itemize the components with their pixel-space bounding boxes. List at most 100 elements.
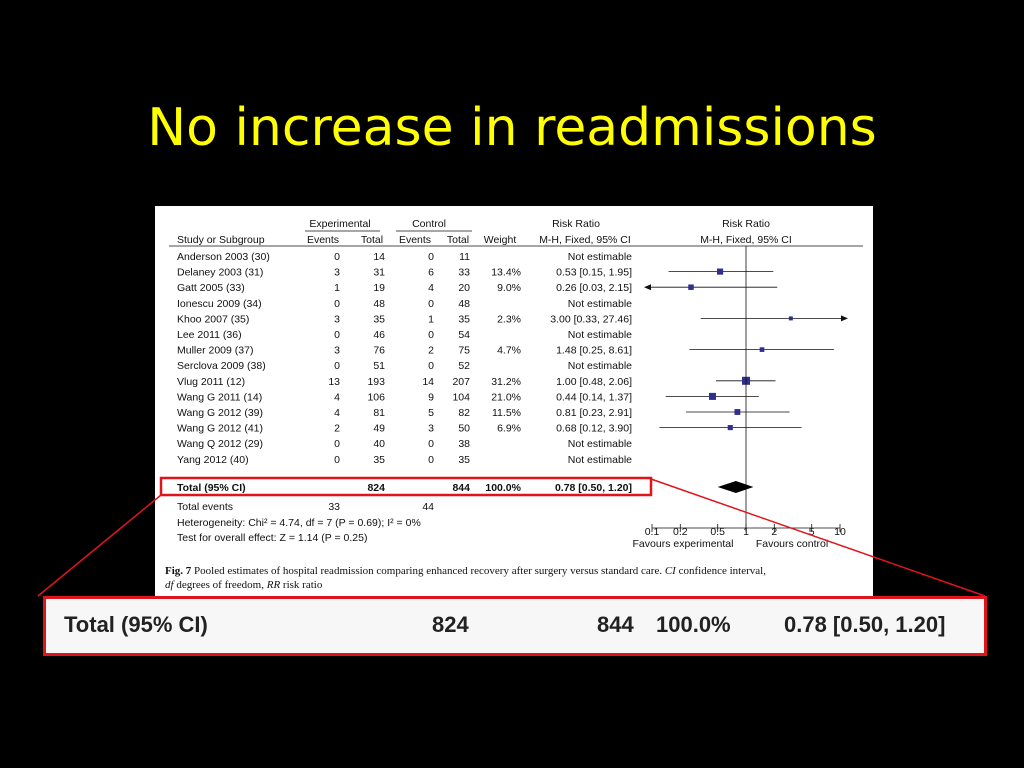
exp-events: 1 xyxy=(334,282,340,294)
ctl-total: 75 xyxy=(458,345,470,357)
ci-arrow-left xyxy=(644,284,651,291)
exp-total: 40 xyxy=(373,438,385,450)
summary-exp-total: 824 xyxy=(367,482,385,494)
heterogeneity-text: Heterogeneity: Chi² = 4.74, df = 7 (P = … xyxy=(177,517,421,529)
study-name: Yang 2012 (40) xyxy=(177,454,249,466)
ctl-events: 3 xyxy=(428,423,434,435)
study-marker xyxy=(708,392,716,400)
study-rr: Not estimable xyxy=(568,360,632,372)
ctl-total: 54 xyxy=(458,329,470,341)
x-tick-label: 0.1 xyxy=(645,526,660,538)
ctl-total: 50 xyxy=(458,423,470,435)
exp-total: 19 xyxy=(373,282,385,294)
zoom-summary-label: Total (95% CI) xyxy=(64,612,208,637)
summary-ctl-total: 844 xyxy=(452,482,470,494)
exp-events: 0 xyxy=(334,454,340,466)
ctl-total: 20 xyxy=(458,282,470,294)
study-rr: 0.68 [0.12, 3.90] xyxy=(556,423,632,435)
ctl-total: 11 xyxy=(459,251,470,263)
zoom-summary-weight: 100.0% xyxy=(656,612,731,637)
zoomed-summary-row: Total (95% CI) 824 844 100.0% 0.78 [0.50… xyxy=(43,596,987,656)
exp-total: 76 xyxy=(373,345,385,357)
slide-title: No increase in readmissions xyxy=(147,98,877,158)
ctl-events: 0 xyxy=(428,454,434,466)
study-rr: 3.00 [0.33, 27.46] xyxy=(550,313,632,325)
ctl-total: 35 xyxy=(458,454,470,466)
header-control: Control xyxy=(412,218,446,230)
ctl-events: 0 xyxy=(428,360,434,372)
exp-total: 46 xyxy=(373,329,385,341)
study-weight: 6.9% xyxy=(497,423,521,435)
header-method: M-H, Fixed, 95% CI xyxy=(539,234,631,246)
x-tick-label: 10 xyxy=(834,526,846,538)
ctl-total: 104 xyxy=(452,391,470,403)
zoom-summary-rr: 0.78 [0.50, 1.20] xyxy=(784,612,946,637)
ctl-events: 6 xyxy=(428,267,434,279)
study-weight: 31.2% xyxy=(491,376,521,388)
exp-events: 3 xyxy=(334,267,340,279)
overall-effect-text: Test for overall effect: Z = 1.14 (P = 0… xyxy=(177,532,367,544)
study-name: Delaney 2003 (31) xyxy=(177,267,263,279)
caption-rr-text: risk ratio xyxy=(283,579,323,591)
exp-events: 0 xyxy=(334,329,340,341)
ctl-events: 5 xyxy=(428,407,434,419)
exp-events: 4 xyxy=(334,391,340,403)
study-rr: Not estimable xyxy=(568,251,632,263)
study-rr: Not estimable xyxy=(568,298,632,310)
ctl-total: 33 xyxy=(458,267,470,279)
study-weight: 13.4% xyxy=(491,267,521,279)
study-rr: 1.00 [0.48, 2.06] xyxy=(556,376,632,388)
total-events-ctl: 44 xyxy=(422,501,434,513)
exp-total: 48 xyxy=(373,298,385,310)
caption-fig-label: Fig. 7 xyxy=(165,565,192,577)
exp-total: 193 xyxy=(367,376,385,388)
total-events-label: Total events xyxy=(177,501,233,513)
study-weight: 21.0% xyxy=(491,391,521,403)
caption-ci-text: confidence interval, xyxy=(679,565,767,577)
exp-total: 81 xyxy=(373,407,385,419)
study-name: Khoo 2007 (35) xyxy=(177,313,249,325)
study-rr: 0.26 [0.03, 2.15] xyxy=(556,282,632,294)
ci-arrow-right xyxy=(841,315,848,322)
study-marker xyxy=(734,409,741,415)
study-rr: 0.53 [0.15, 1.95] xyxy=(556,267,632,279)
header-events: Events xyxy=(307,234,339,246)
ctl-events: 9 xyxy=(428,391,434,403)
exp-total: 49 xyxy=(373,423,385,435)
caption-text: Pooled estimates of hospital readmission… xyxy=(194,565,662,577)
exp-events: 0 xyxy=(334,298,340,310)
study-name: Wang G 2011 (14) xyxy=(177,391,262,403)
study-rr: Not estimable xyxy=(568,329,632,341)
study-rr: 0.81 [0.23, 2.91] xyxy=(556,407,632,419)
exp-total: 31 xyxy=(373,267,385,279)
x-tick-label: 0.5 xyxy=(710,526,725,538)
study-name: Wang Q 2012 (29) xyxy=(177,438,263,450)
ctl-events: 1 xyxy=(428,313,434,325)
header-total-control: Total xyxy=(447,234,469,246)
x-tick-label: 2 xyxy=(771,526,777,538)
forest-plot-figure: Experimental Control Risk Ratio Risk Rat… xyxy=(155,206,873,596)
study-marker xyxy=(727,425,733,431)
svg-text:df degrees of freedom,: df degrees of freedom, RR risk ratio xyxy=(165,579,323,591)
exp-events: 0 xyxy=(334,251,340,263)
study-marker xyxy=(688,284,694,290)
ctl-events: 0 xyxy=(428,251,434,263)
exp-total: 35 xyxy=(373,313,385,325)
header-events-control: Events xyxy=(399,234,431,246)
study-name: Anderson 2003 (30) xyxy=(177,251,270,263)
header-plot-risk-ratio: Risk Ratio xyxy=(722,218,770,230)
study-name: Wang G 2012 (41) xyxy=(177,423,263,435)
summary-label: Total (95% CI) xyxy=(177,482,246,494)
study-rr: 0.44 [0.14, 1.37] xyxy=(556,391,632,403)
total-events-exp: 33 xyxy=(328,501,340,513)
study-weight: 9.0% xyxy=(497,282,521,294)
header-experimental: Experimental xyxy=(309,218,370,230)
exp-events: 4 xyxy=(334,407,340,419)
ctl-events: 0 xyxy=(428,438,434,450)
summary-weight: 100.0% xyxy=(485,482,521,494)
header-risk-ratio: Risk Ratio xyxy=(552,218,600,230)
ctl-total: 52 xyxy=(458,360,470,372)
x-tick-label: 1 xyxy=(743,526,749,538)
ctl-events: 14 xyxy=(422,376,434,388)
caption-df: df xyxy=(165,579,176,591)
